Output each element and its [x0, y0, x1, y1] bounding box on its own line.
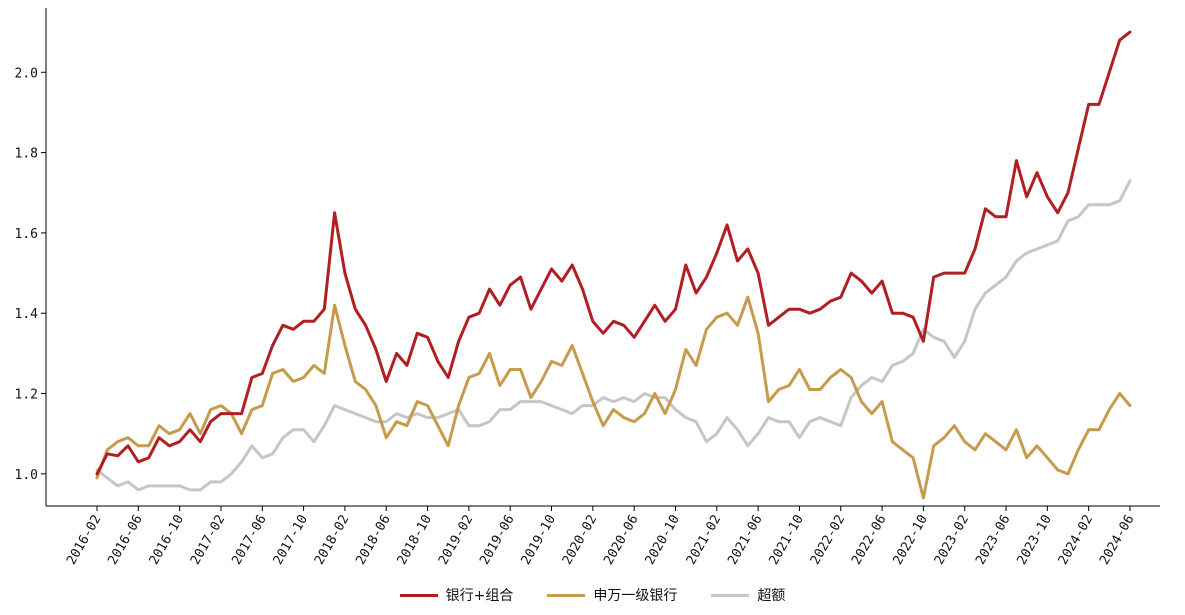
x-tick-label: 2018-02 — [312, 513, 352, 568]
x-tick-label: 2021-06 — [725, 513, 765, 568]
x-tick-label: 2022-10 — [890, 513, 930, 568]
x-tick-label: 2022-02 — [808, 513, 848, 568]
x-tick-label: 2018-10 — [395, 513, 435, 568]
x-tick-label: 2019-06 — [477, 513, 517, 568]
legend-label-bank-combo: 银行+组合 — [445, 588, 514, 604]
x-tick-label: 2023-06 — [973, 513, 1013, 568]
y-tick-label: 1.6 — [15, 227, 38, 242]
series-line-bank-combo — [95, 30, 1132, 476]
legend-swatch-excess — [711, 593, 750, 597]
legend-swatch-bank-combo — [399, 593, 438, 597]
legend-item-bank-combo: 银行+组合 — [399, 585, 514, 605]
legend-label-sw-bank: 申万一级银行 — [593, 588, 678, 604]
x-tick-label: 2016-02 — [64, 513, 104, 568]
y-tick-label: 1.4 — [15, 307, 39, 322]
x-tick-label: 2018-06 — [353, 513, 393, 568]
legend-label-excess: 超额 — [757, 588, 786, 604]
x-tick-label: 2019-10 — [519, 513, 559, 568]
x-tick-label: 2017-10 — [271, 513, 311, 568]
x-tick-label: 2016-10 — [147, 513, 187, 568]
series-line-sw-bank — [95, 295, 1132, 500]
x-tick-label: 2020-02 — [560, 513, 600, 568]
y-tick-label: 2.0 — [15, 66, 38, 81]
x-tick-label: 2019-02 — [436, 513, 476, 568]
x-tick-label: 2024-02 — [1056, 513, 1096, 568]
y-tick-label: 1.0 — [15, 468, 38, 483]
legend-item-sw-bank: 申万一级银行 — [547, 585, 677, 605]
chart-legend: 银行+组合 申万一级银行 超额 — [0, 583, 1185, 607]
legend-swatch-sw-bank — [547, 593, 586, 597]
x-tick-label: 2016-06 — [105, 513, 145, 568]
x-tick-label: 2020-06 — [601, 513, 641, 568]
x-tick-label: 2023-10 — [1014, 513, 1054, 568]
series-line-excess — [95, 179, 1132, 492]
y-tick-label: 1.2 — [15, 388, 38, 403]
x-tick-label: 2021-02 — [684, 513, 724, 568]
x-tick-label: 2024-06 — [1097, 513, 1137, 568]
x-tick-label: 2021-10 — [767, 513, 807, 568]
x-tick-label: 2023-02 — [932, 513, 972, 568]
y-tick-label: 1.8 — [15, 147, 38, 162]
x-tick-label: 2017-06 — [229, 513, 269, 568]
legend-item-excess: 超额 — [711, 585, 785, 605]
x-tick-label: 2017-02 — [188, 513, 228, 568]
x-tick-label: 2022-06 — [849, 513, 889, 568]
x-tick-label: 2020-10 — [643, 513, 683, 568]
